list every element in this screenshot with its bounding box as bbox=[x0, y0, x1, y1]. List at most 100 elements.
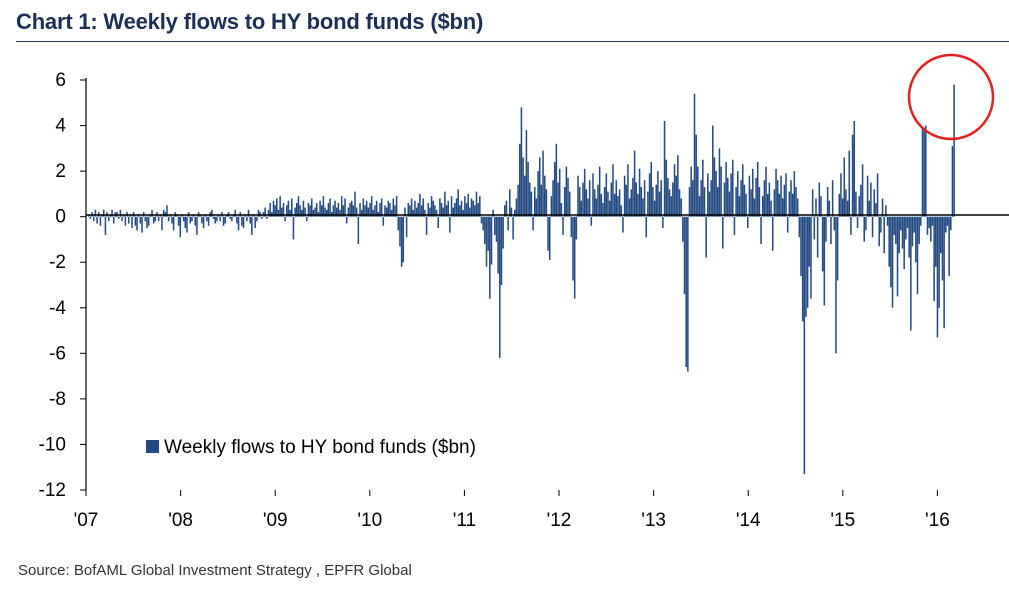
weekly-flow-bar bbox=[620, 205, 623, 217]
weekly-flow-bar bbox=[886, 216, 889, 226]
weekly-flow-bar bbox=[560, 203, 563, 217]
weekly-flow-bar bbox=[840, 173, 842, 217]
weekly-flow-bar bbox=[522, 157, 524, 217]
weekly-flow-bar bbox=[895, 216, 897, 244]
weekly-flow-bar bbox=[525, 130, 528, 217]
weekly-flow-bar bbox=[424, 209, 426, 217]
weekly-flow-bar bbox=[179, 216, 182, 238]
weekly-flow-bar bbox=[412, 209, 415, 217]
weekly-flow-bar bbox=[648, 173, 651, 217]
weekly-flow-bar bbox=[683, 216, 686, 295]
weekly-flow-bar bbox=[788, 191, 791, 217]
weekly-flow-bar bbox=[479, 196, 481, 217]
weekly-flow-bar bbox=[152, 216, 155, 224]
weekly-flow-bar bbox=[306, 216, 308, 222]
weekly-flow-bar bbox=[121, 216, 123, 222]
weekly-flow-bar bbox=[775, 168, 777, 217]
weekly-flow-bar bbox=[282, 203, 285, 217]
weekly-flow-bar bbox=[485, 216, 488, 267]
weekly-flow-bar bbox=[157, 216, 160, 222]
weekly-flow-bar bbox=[355, 207, 358, 217]
weekly-flow-bar bbox=[607, 191, 609, 217]
weekly-flow-bar bbox=[345, 216, 348, 224]
weekly-flow-bar bbox=[567, 177, 569, 217]
weekly-flow-bar bbox=[484, 216, 486, 244]
weekly-flow-bar bbox=[891, 216, 894, 308]
weekly-flow-bar bbox=[489, 216, 491, 299]
weekly-flow-bar bbox=[292, 216, 295, 240]
x-tick-label: '12 bbox=[547, 510, 572, 531]
weekly-flow-bar bbox=[347, 207, 350, 217]
weekly-flow-bar bbox=[254, 216, 256, 229]
weekly-flow-bar bbox=[127, 216, 130, 224]
weekly-flow-bar bbox=[771, 216, 774, 251]
weekly-flow-bar bbox=[806, 216, 809, 308]
weekly-flow-bar bbox=[294, 207, 296, 217]
weekly-flow-bar bbox=[915, 216, 917, 263]
weekly-flow-bar bbox=[930, 216, 932, 242]
weekly-flow-bar bbox=[342, 205, 345, 217]
weekly-flow-bar bbox=[678, 189, 681, 217]
weekly-flow-bar bbox=[425, 216, 428, 235]
legend-swatch bbox=[146, 440, 159, 453]
weekly-flow-bar bbox=[400, 216, 403, 267]
weekly-flow-bar bbox=[134, 216, 137, 226]
weekly-flow-bar bbox=[568, 191, 571, 217]
weekly-flow-bar bbox=[811, 189, 814, 217]
weekly-flow-bar bbox=[467, 193, 469, 217]
weekly-flow-bar bbox=[332, 205, 335, 217]
weekly-flow-bar bbox=[776, 180, 779, 217]
weekly-flow-bar bbox=[578, 187, 581, 217]
weekly-flow-bar bbox=[585, 189, 588, 217]
weekly-flow-bar bbox=[760, 216, 762, 244]
weekly-flow-bar bbox=[940, 216, 942, 254]
weekly-flow-bar bbox=[543, 175, 546, 217]
weekly-flow-bar bbox=[808, 216, 811, 267]
weekly-flow-bar bbox=[920, 216, 922, 226]
weekly-flow-bar bbox=[94, 209, 97, 217]
weekly-flow-bar bbox=[324, 207, 326, 217]
weekly-flow-bar bbox=[801, 216, 804, 322]
weekly-flow-bar bbox=[710, 180, 712, 217]
weekly-flow-bar bbox=[665, 159, 667, 217]
weekly-flow-bar bbox=[166, 205, 168, 217]
weekly-flow-bar bbox=[319, 200, 321, 217]
weekly-flow-bar bbox=[440, 203, 443, 217]
weekly-flow-bar bbox=[793, 171, 796, 217]
weekly-flow-bar bbox=[813, 216, 816, 240]
weekly-flow-bar bbox=[863, 216, 865, 242]
weekly-flow-bar bbox=[405, 216, 408, 238]
weekly-flow-bar bbox=[722, 216, 724, 249]
weekly-flow-bar bbox=[392, 198, 395, 217]
weekly-flow-bar bbox=[672, 182, 674, 217]
weekly-flow-bar bbox=[860, 184, 862, 217]
x-tick-label: '11 bbox=[453, 510, 476, 531]
weekly-flow-bar bbox=[329, 198, 331, 217]
weekly-flow-bar bbox=[186, 216, 188, 233]
weekly-flow-bar bbox=[953, 84, 955, 217]
weekly-flow-bar bbox=[660, 180, 662, 217]
weekly-flow-bar bbox=[141, 216, 143, 233]
weekly-flow-bar bbox=[247, 209, 250, 217]
weekly-flow-bar bbox=[553, 162, 556, 217]
weekly-flow-bar bbox=[730, 173, 732, 217]
weekly-flow-bar bbox=[738, 196, 741, 217]
weekly-flow-bar bbox=[520, 107, 523, 217]
weekly-flow-bar bbox=[510, 207, 513, 217]
weekly-flow-bar bbox=[941, 216, 944, 281]
weekly-flow-bar bbox=[430, 196, 433, 217]
weekly-flow-bar bbox=[751, 168, 754, 217]
weekly-flow-bar bbox=[858, 196, 861, 217]
bar-series bbox=[88, 84, 955, 475]
x-tick-label: '07 bbox=[74, 510, 99, 531]
y-tick-label: -4 bbox=[49, 298, 66, 319]
weekly-flow-bar bbox=[602, 203, 604, 217]
y-tick-label: 0 bbox=[55, 207, 66, 228]
weekly-flow-bar bbox=[690, 166, 692, 217]
weekly-flow-bar bbox=[307, 203, 310, 217]
weekly-flow-bar bbox=[415, 207, 418, 217]
weekly-flow-bar bbox=[823, 216, 826, 306]
weekly-flow-bar bbox=[360, 209, 363, 217]
y-tick-label: -8 bbox=[49, 389, 66, 410]
weekly-flow-bar bbox=[374, 205, 376, 217]
